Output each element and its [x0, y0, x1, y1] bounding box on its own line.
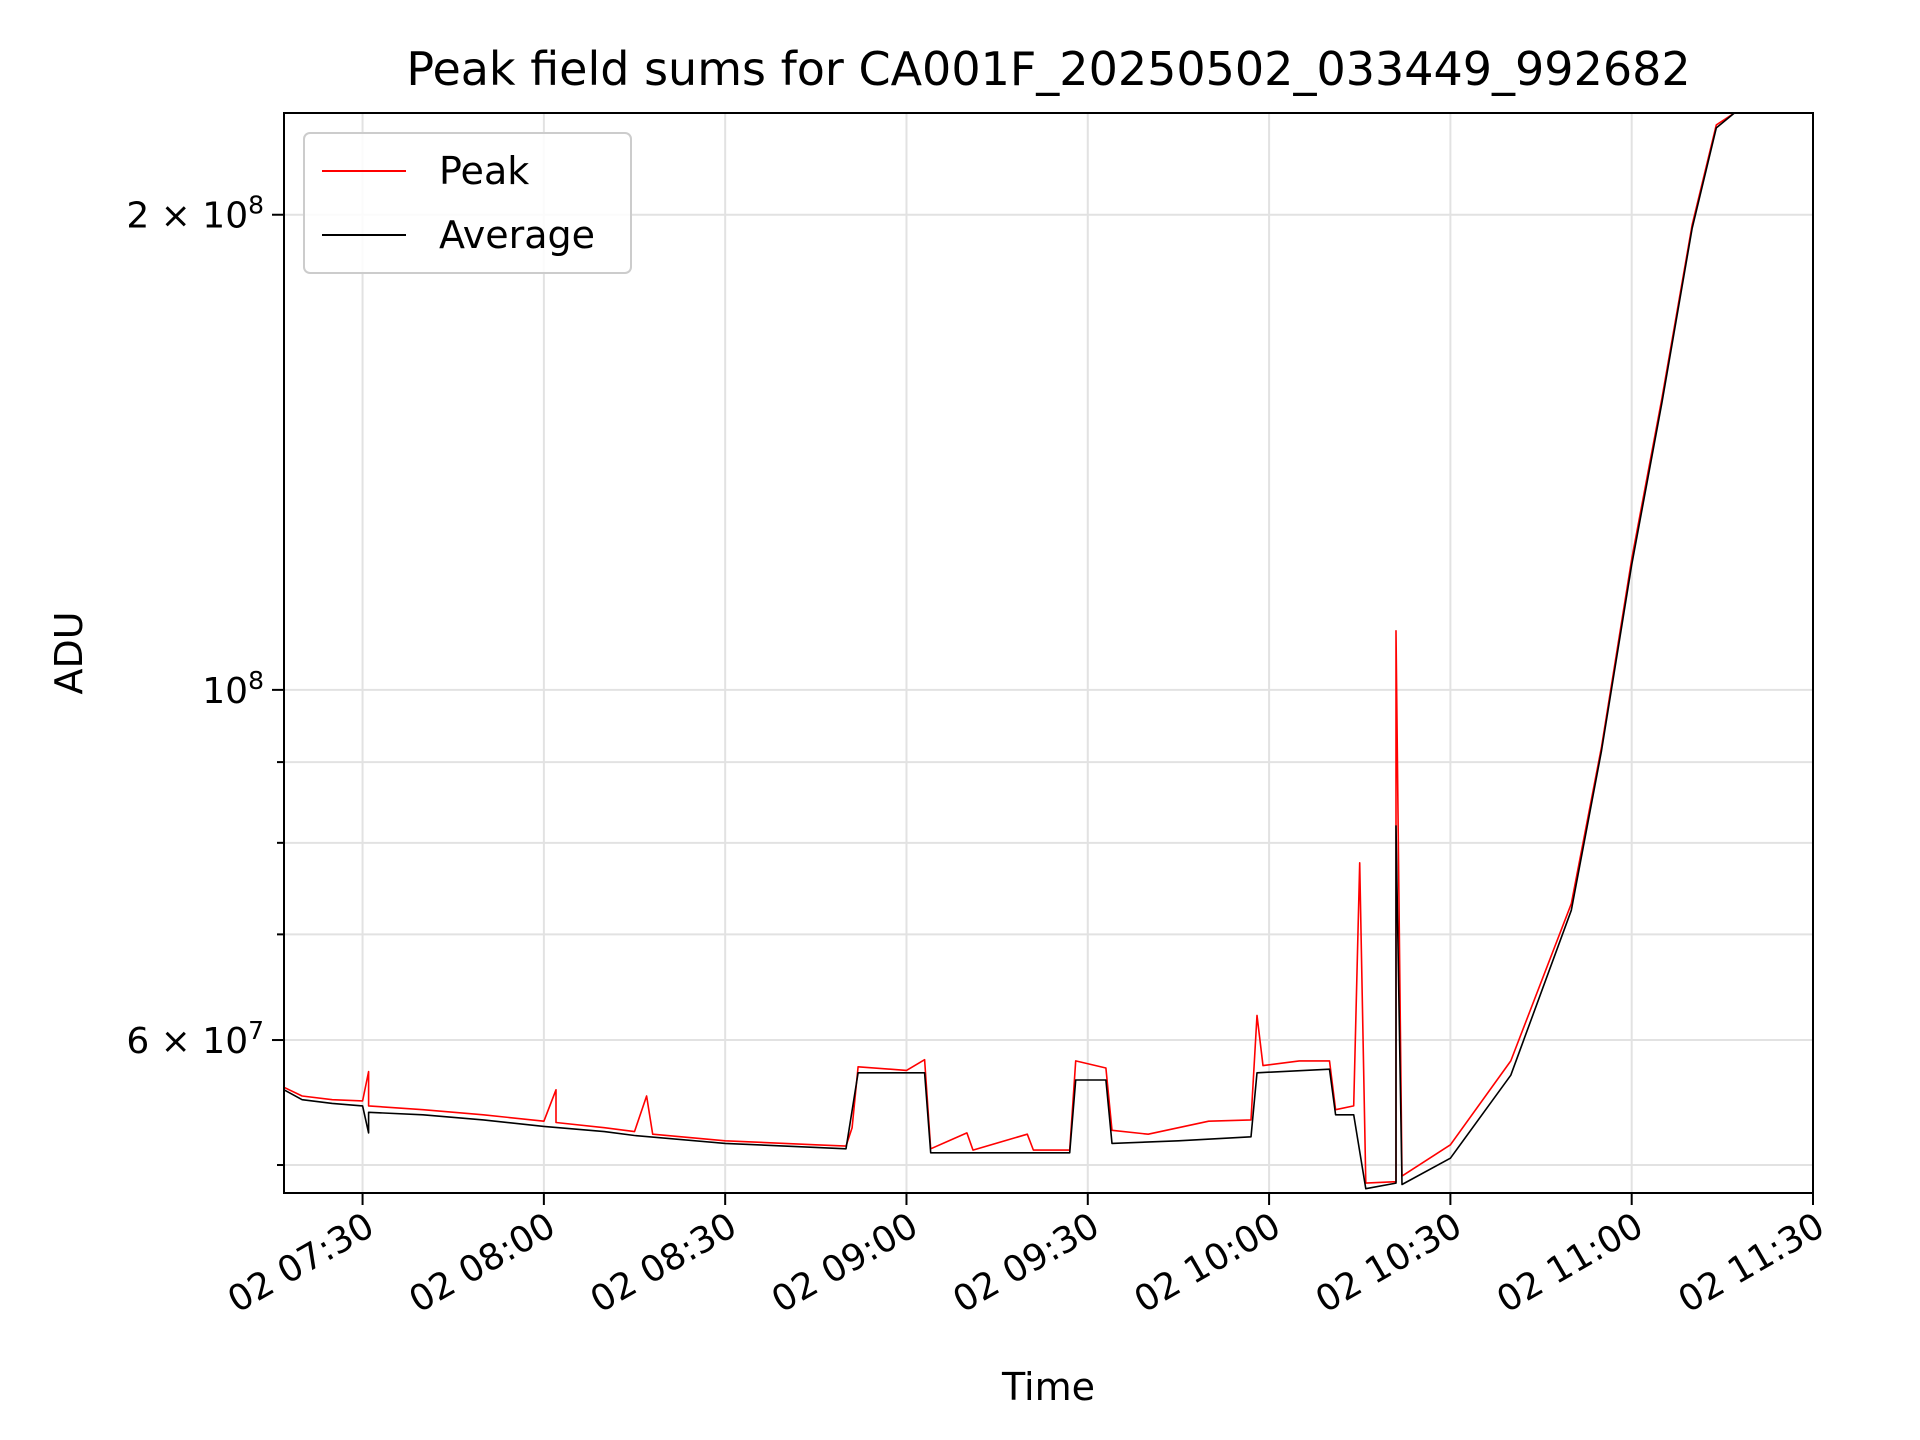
legend-label-average: Average — [439, 213, 595, 257]
legend-box — [303, 132, 632, 274]
plot-area-frame — [283, 112, 1814, 1194]
x-axis-label: Time — [1001, 1365, 1095, 1409]
series-line-average — [283, 112, 1735, 1190]
y-tick-label: 6 × 107 — [126, 1016, 264, 1062]
y-tick-label: 2 × 108 — [126, 191, 264, 237]
chart-title: Peak field sums for CA001F_20250502_0334… — [406, 42, 1690, 96]
legend: Peak Average — [303, 132, 632, 274]
series-lines — [283, 112, 1735, 1190]
y-axis-label: ADU — [47, 611, 91, 694]
legend-label-peak: Peak — [439, 149, 529, 193]
